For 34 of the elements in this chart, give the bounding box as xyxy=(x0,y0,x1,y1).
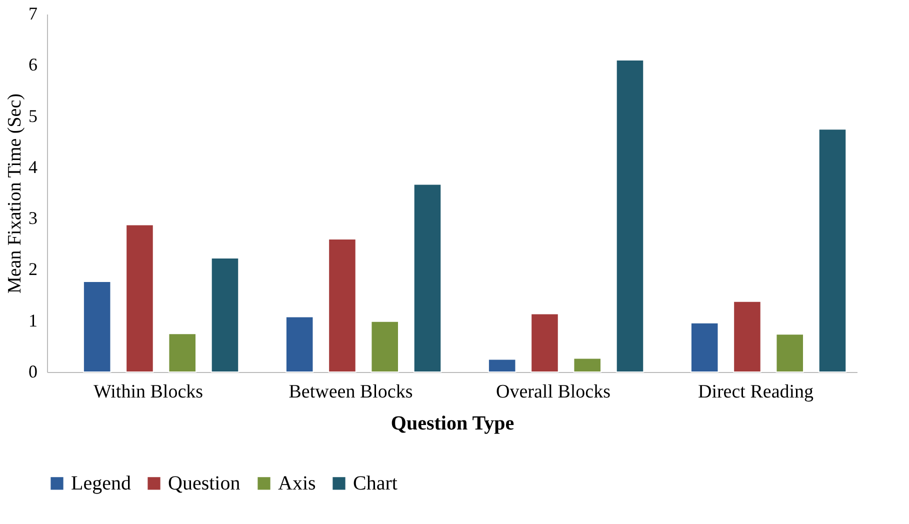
bar xyxy=(126,224,154,372)
y-axis-title: Mean Fixation Time (Sec) xyxy=(4,93,26,294)
legend-label: Legend xyxy=(71,472,131,494)
bar xyxy=(616,60,644,372)
bar xyxy=(530,313,559,372)
y-tick-label: 2 xyxy=(28,259,38,280)
y-tick-label: 5 xyxy=(28,106,38,126)
bar xyxy=(168,333,196,372)
bar xyxy=(328,238,356,372)
legend-label: Question xyxy=(168,472,240,494)
bar xyxy=(413,184,442,372)
y-tick-label: 4 xyxy=(28,156,38,177)
legend-label: Axis xyxy=(278,472,316,494)
x-tick-label: Between Blocks xyxy=(288,382,413,402)
y-tick-label: 7 xyxy=(28,4,38,24)
bar xyxy=(573,358,602,372)
bar xyxy=(733,300,762,372)
x-tick-label: Within Blocks xyxy=(93,382,204,402)
y-tick-label: 1 xyxy=(28,310,38,330)
bar xyxy=(285,316,314,372)
legend-label: Chart xyxy=(353,472,398,494)
y-tick-label: 3 xyxy=(28,208,38,228)
bar xyxy=(82,280,112,372)
bar xyxy=(818,128,847,372)
bar xyxy=(488,358,516,372)
bar xyxy=(370,320,399,372)
bar xyxy=(776,334,804,372)
x-axis-title: Question Type xyxy=(390,412,514,434)
y-tick-label: 6 xyxy=(28,54,38,75)
y-tick-label: 0 xyxy=(28,362,38,382)
bar xyxy=(690,322,719,372)
x-tick-label: Direct Reading xyxy=(698,382,814,402)
x-tick-label: Overall Blocks xyxy=(496,382,611,402)
bar xyxy=(210,257,240,372)
